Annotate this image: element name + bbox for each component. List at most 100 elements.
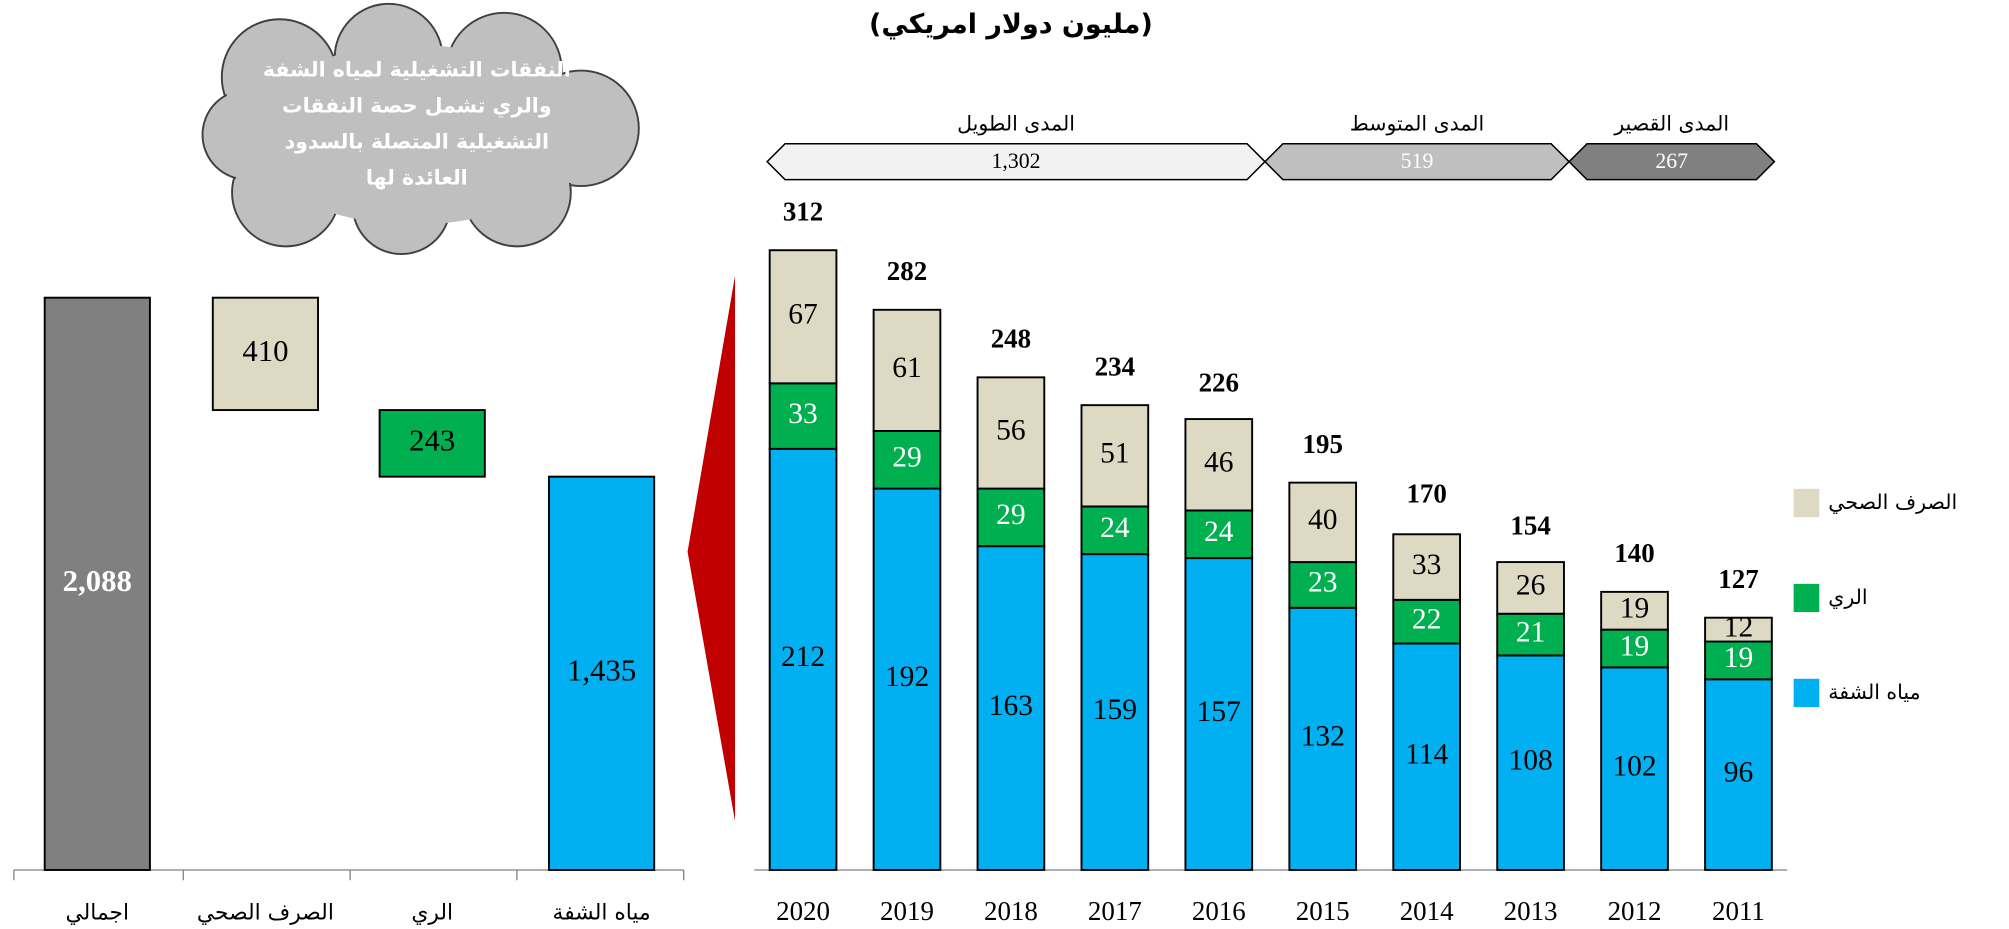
bar-segment (1080, 404, 1150, 508)
annotation: والري تشمل حصة النفقات (282, 94, 552, 119)
value-label: 29 (892, 442, 921, 474)
value-label: 1,435 (567, 653, 636, 687)
total-label: 140 (1614, 538, 1654, 568)
x-tick-label: اجمالي (66, 901, 130, 926)
value-label: 26 (1516, 570, 1546, 602)
value-label: 157 (1197, 696, 1241, 728)
bar-segment (1496, 612, 1565, 657)
bar-segment (1704, 640, 1773, 681)
value-label: 12 (1724, 611, 1754, 643)
value-label: 2,088 (63, 564, 132, 598)
value-label: 56 (996, 415, 1026, 447)
x-tick-label: الصرف الصحي (197, 901, 334, 926)
value-label: 159 (1093, 694, 1137, 726)
total-label: 226 (1199, 367, 1239, 397)
value-label: 19 (1620, 630, 1650, 662)
legend-label: الري (1828, 585, 1867, 609)
total-label: 234 (1095, 351, 1135, 381)
bar-segment (1288, 561, 1358, 609)
value-label: 24 (1204, 516, 1234, 548)
connector (687, 275, 736, 822)
value-label: 23 (1308, 567, 1338, 599)
x-tick-label: 2013 (1504, 896, 1558, 926)
x-tick-label: 2012 (1608, 896, 1662, 926)
total-label: 195 (1303, 429, 1343, 459)
range-value: 519 (1401, 149, 1434, 173)
bar-segment (976, 487, 1046, 548)
bar-segment (872, 487, 942, 871)
x-tick-label: مياه الشفة (553, 901, 651, 926)
legend-swatch (1793, 678, 1820, 708)
x-tick-label: الري (411, 901, 453, 926)
bar-segment (872, 430, 942, 490)
value-label: 61 (892, 352, 921, 384)
total-label: 282 (887, 256, 927, 286)
value-label: 96 (1724, 756, 1754, 788)
bar-segment (768, 249, 838, 385)
bar (211, 296, 319, 412)
value-label: 19 (1620, 593, 1650, 625)
value-label: 21 (1516, 616, 1546, 648)
x-tick-label: 2017 (1088, 896, 1142, 926)
annotation: العائدة لها (366, 165, 468, 189)
x-tick-label: 2015 (1296, 896, 1350, 926)
value-label: 243 (409, 423, 455, 457)
bar-segment (1600, 666, 1669, 871)
bar-segment (1288, 481, 1358, 564)
annotation: النفقات التشغيلية لمياه الشفة (263, 58, 571, 82)
bar-segment (872, 308, 942, 432)
range-value: 267 (1655, 149, 1688, 173)
bar-segment (1392, 533, 1461, 601)
bar-segment (768, 447, 838, 871)
value-label: 40 (1308, 504, 1338, 536)
value-label: 132 (1301, 721, 1345, 753)
legend-label: الصرف الصحي (1828, 490, 1957, 514)
bar (43, 296, 151, 871)
cloud-fill (204, 5, 637, 253)
total-label: 312 (783, 196, 823, 226)
total-label: 248 (991, 324, 1031, 354)
bar-segment (976, 545, 1046, 871)
range-value: 1,302 (992, 149, 1041, 173)
total-label: 154 (1510, 510, 1550, 540)
x-tick-label: 2016 (1192, 896, 1246, 926)
range-name: المدى القصير (1613, 111, 1729, 135)
bar-segment (976, 376, 1046, 490)
value-label: 114 (1405, 739, 1448, 771)
bar-segment (1704, 616, 1773, 643)
value-label: 33 (1412, 549, 1442, 581)
value-label: 24 (1100, 512, 1130, 544)
value-label: 19 (1724, 642, 1754, 674)
range-name: المدى المتوسط (1350, 111, 1484, 135)
value-label: 192 (885, 661, 929, 693)
annotation: التشغيلية المتصلة بالسدود (285, 129, 549, 153)
value-label: 22 (1412, 603, 1442, 635)
x-tick-label: 2020 (776, 896, 830, 926)
value-label: 46 (1204, 447, 1234, 479)
bar-segment (1496, 561, 1565, 615)
total-label: 170 (1406, 479, 1446, 509)
legend-label: مياه الشفة (1828, 680, 1920, 704)
legend-swatch (1793, 488, 1820, 518)
bar-segment (1288, 606, 1358, 871)
value-label: 33 (788, 398, 818, 430)
x-tick-label: 2018 (984, 896, 1038, 926)
value-label: 29 (996, 499, 1026, 531)
value-label: 410 (242, 334, 288, 368)
bar (548, 475, 656, 871)
total-label: 127 (1718, 564, 1758, 594)
value-label: 67 (788, 299, 818, 331)
range-name: المدى الطويل (957, 111, 1075, 135)
bar-segment (1080, 553, 1150, 871)
bar-segment (1080, 505, 1150, 556)
range-arrow (1567, 142, 1776, 181)
legend-swatch (1793, 583, 1820, 613)
value-label: 102 (1612, 750, 1656, 782)
x-tick-label: 2011 (1712, 896, 1765, 926)
x-tick-label: 2014 (1400, 896, 1454, 926)
value-label: 212 (781, 641, 825, 673)
value-label: 108 (1508, 744, 1552, 776)
bar-segment (1600, 590, 1669, 631)
value-label: 163 (989, 690, 1033, 722)
